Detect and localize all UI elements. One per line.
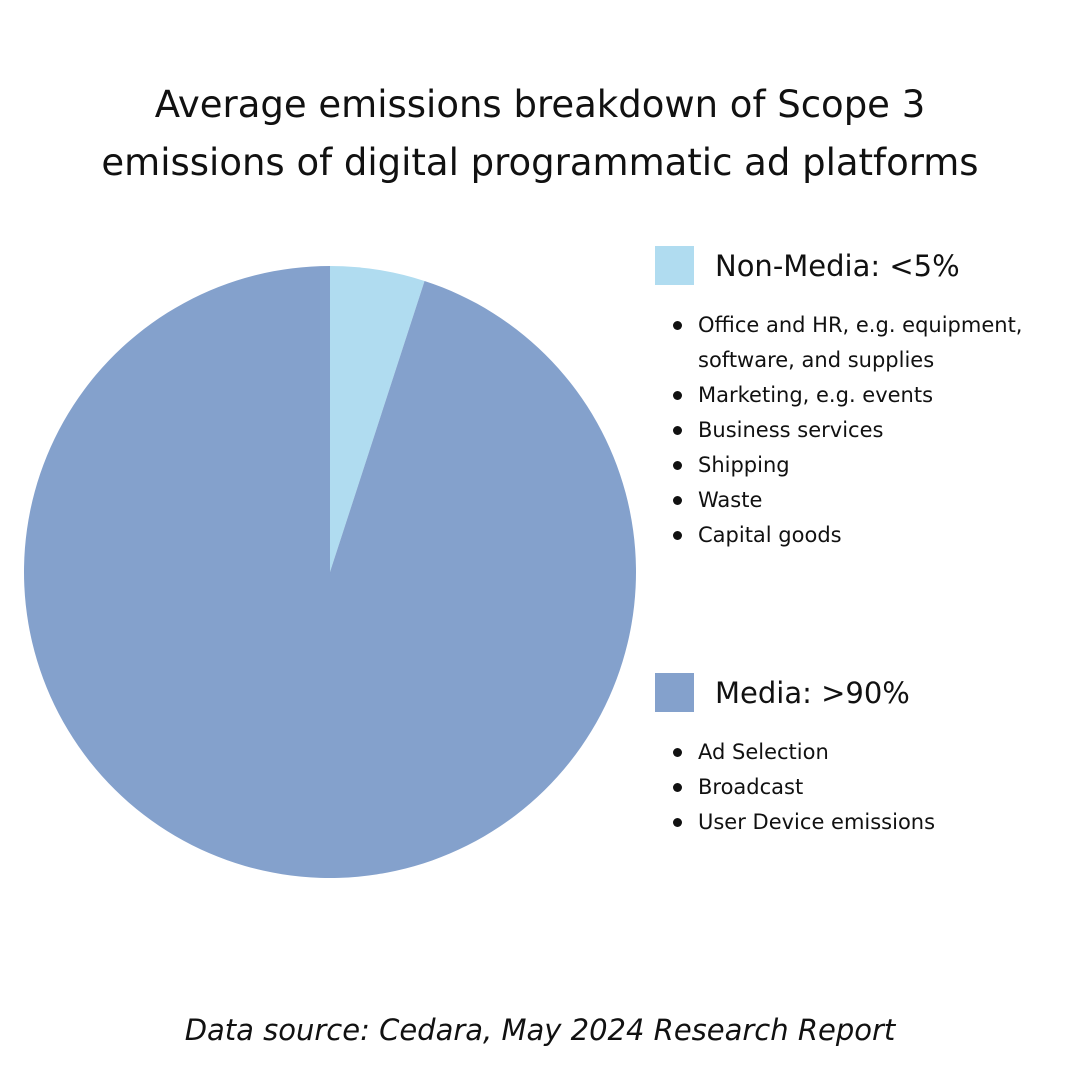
list-item-text: Broadcast bbox=[698, 775, 804, 799]
pie-chart bbox=[23, 266, 637, 878]
chart-title: Average emissions breakdown of Scope 3 e… bbox=[0, 76, 1080, 192]
list-item: Shipping bbox=[673, 448, 1033, 483]
bullet-icon bbox=[673, 818, 682, 827]
list-item-text: User Device emissions bbox=[698, 810, 936, 834]
pie-slice-media bbox=[23, 266, 637, 878]
bullet-icon bbox=[673, 748, 682, 757]
legend-swatch-media bbox=[655, 673, 694, 712]
bullet-icon bbox=[673, 426, 682, 435]
list-item: User Device emissions bbox=[673, 805, 1033, 840]
pie-slice-non-media bbox=[330, 266, 425, 572]
list-item-text: Business services bbox=[698, 418, 884, 442]
list-item: Marketing, e.g. events bbox=[673, 378, 1033, 413]
list-item-text: Waste bbox=[698, 488, 763, 512]
list-item: Office and HR, e.g. equipment, software,… bbox=[673, 308, 1033, 378]
list-item-text: Shipping bbox=[698, 453, 790, 477]
legend-label-media: Media: >90% bbox=[715, 676, 910, 710]
legend-list-non-media: Office and HR, e.g. equipment, software,… bbox=[673, 308, 1033, 553]
bullet-icon bbox=[673, 391, 682, 400]
legend-header-media: Media: >90% bbox=[655, 673, 1075, 713]
list-item: Waste bbox=[673, 483, 1033, 518]
list-item: Broadcast bbox=[673, 770, 1033, 805]
list-item: Ad Selection bbox=[673, 735, 1033, 770]
chart-title-line-2: emissions of digital programmatic ad pla… bbox=[101, 141, 979, 184]
list-item-text: Capital goods bbox=[698, 523, 842, 547]
list-item-text: Office and HR, e.g. equipment, software,… bbox=[698, 313, 1023, 372]
legend-list-media: Ad Selection Broadcast User Device emiss… bbox=[673, 735, 1033, 840]
list-item-text: Ad Selection bbox=[698, 740, 829, 764]
data-source-note: Data source: Cedara, May 2024 Research R… bbox=[184, 1013, 896, 1047]
chart-title-line-1: Average emissions breakdown of Scope 3 bbox=[154, 83, 926, 126]
bullet-icon bbox=[673, 321, 682, 330]
legend-label-non-media: Non-Media: <5% bbox=[715, 249, 960, 283]
list-item: Capital goods bbox=[673, 518, 1033, 553]
legend-group-media: Media: >90% Ad Selection Broadcast User … bbox=[655, 673, 1075, 834]
legend-header-non-media: Non-Media: <5% bbox=[655, 246, 1075, 286]
pie-slices bbox=[23, 266, 637, 878]
bullet-icon bbox=[673, 783, 682, 792]
legend-group-non-media: Non-Media: <5% Office and HR, e.g. equip… bbox=[655, 246, 1075, 547]
bullet-icon bbox=[673, 496, 682, 505]
list-item: Business services bbox=[673, 413, 1033, 448]
bullet-icon bbox=[673, 531, 682, 540]
bullet-icon bbox=[673, 461, 682, 470]
legend-swatch-non-media bbox=[655, 246, 694, 285]
list-item-text: Marketing, e.g. events bbox=[698, 383, 934, 407]
